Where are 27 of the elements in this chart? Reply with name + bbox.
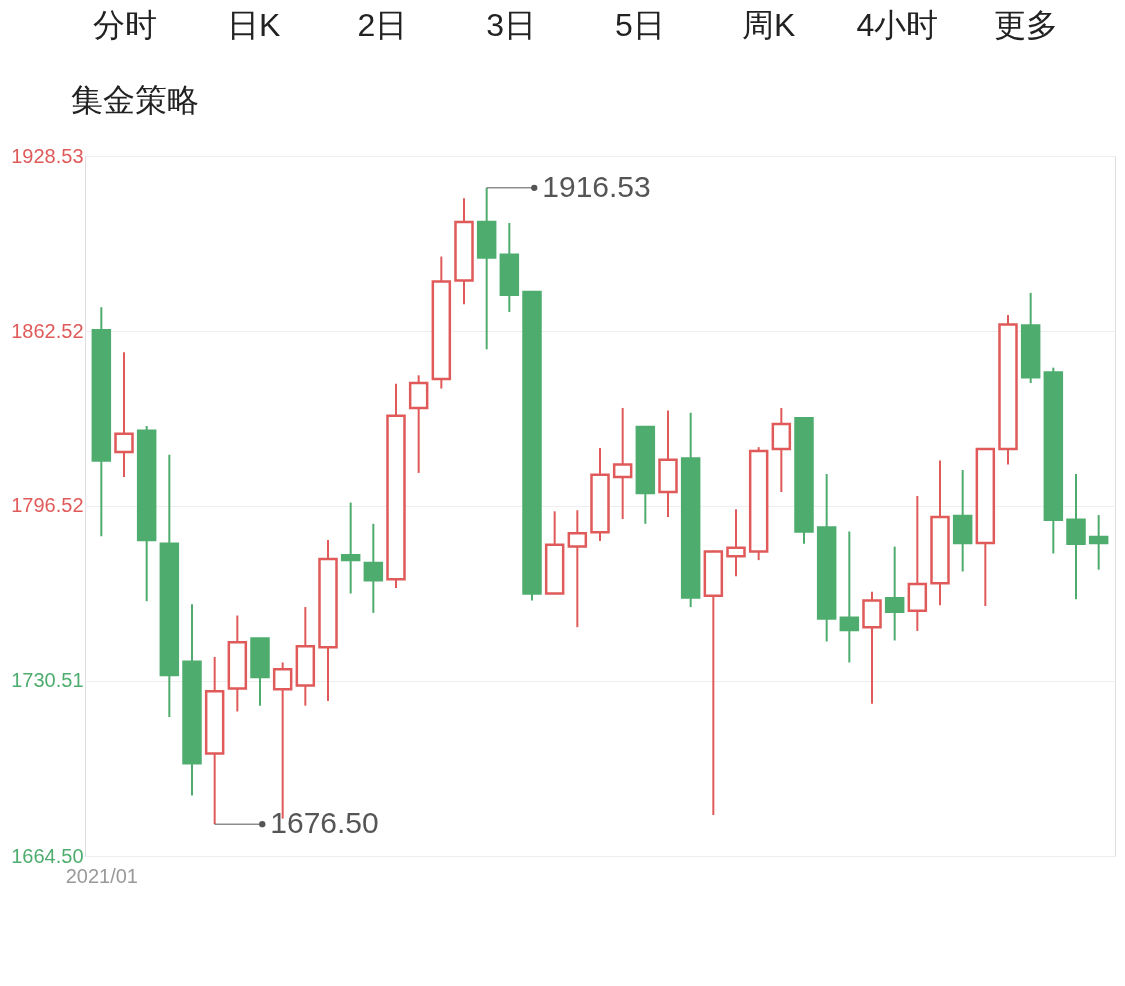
text: 日K [227, 7, 281, 43]
candlestick [1088, 514, 1109, 571]
candlestick [363, 522, 384, 614]
text: 更多 [994, 7, 1059, 43]
text: 5日 [615, 7, 665, 43]
text: 周K [742, 7, 796, 43]
x-tick-label: 2021/01 [65, 864, 138, 887]
candlestick [884, 545, 905, 642]
candlestick [839, 530, 860, 664]
annotation: 1676.50 [270, 806, 379, 840]
candlestick [114, 351, 134, 478]
text: 2日 [357, 7, 408, 43]
candlestick [567, 509, 588, 629]
text: 3日 [486, 7, 537, 43]
candlestick [340, 501, 361, 595]
text: 集金策略 [71, 82, 199, 118]
text: 分时 [93, 7, 157, 43]
annotation: 1916.53 [542, 169, 651, 203]
candlestick [612, 406, 633, 521]
y-tick-label: 1730.51 [11, 669, 84, 692]
y-tick-label: 1664.50 [11, 844, 84, 867]
y-tick-label: 1862.52 [11, 319, 84, 342]
y-tick-label: 1928.53 [11, 144, 84, 167]
candlestick [1066, 472, 1086, 601]
candlestick [726, 508, 746, 578]
y-tick-label: 1796.52 [11, 494, 84, 517]
text: 4小时 [856, 7, 939, 43]
